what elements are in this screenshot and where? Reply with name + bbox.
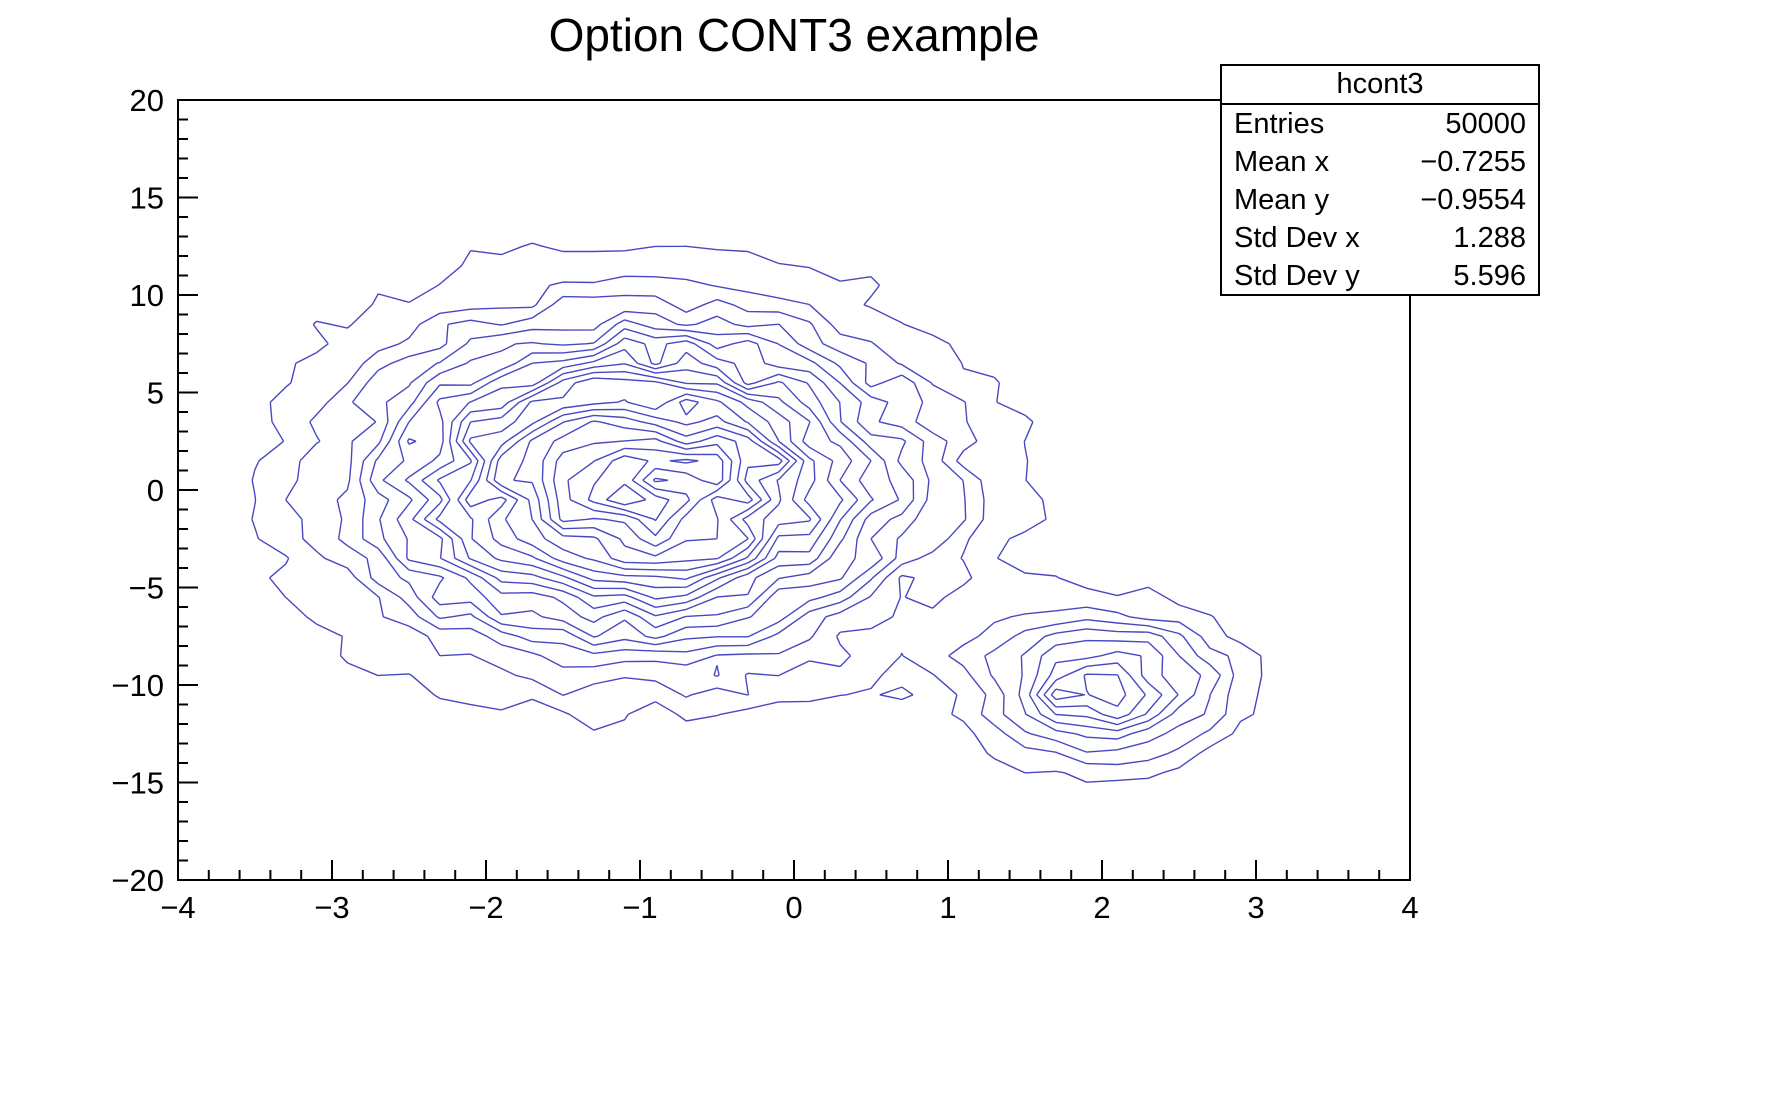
contour-level-2: [285, 275, 1235, 766]
x-tick-label: −2: [468, 890, 503, 925]
y-tick-label: 15: [130, 181, 164, 216]
contour-level-14: [513, 414, 783, 564]
contour-level-16: [553, 438, 733, 547]
y-tick-label: 10: [130, 278, 164, 313]
contour-level-1: [251, 242, 1263, 783]
stat-value: 50000: [1445, 107, 1526, 140]
x-tick-label: 2: [1093, 890, 1110, 925]
contour-level-17: [567, 447, 724, 537]
stat-value: 5.596: [1453, 259, 1526, 292]
contour-level-18: [587, 455, 699, 522]
y-tick-label: −15: [111, 766, 164, 801]
stat-label: Mean y: [1234, 183, 1330, 216]
stat-label: Std Dev y: [1234, 259, 1360, 292]
contour-level-5: [369, 319, 1179, 732]
contour-level-13: [493, 398, 790, 571]
x-tick-label: 3: [1247, 890, 1264, 925]
stat-label: Mean x: [1234, 145, 1330, 178]
contour-level-15: [541, 420, 754, 557]
contour-level-10: [457, 371, 822, 600]
x-tick-label: 4: [1401, 890, 1418, 925]
stat-label: Entries: [1234, 107, 1325, 140]
contour-level-8: [421, 348, 1127, 708]
stat-value: 1.288: [1453, 221, 1526, 254]
y-tick-label: −20: [111, 863, 164, 898]
contour-level-7: [404, 337, 1146, 720]
contour-level-3: [336, 294, 1222, 753]
x-tick-label: −3: [314, 890, 349, 925]
y-tick-label: 20: [130, 83, 164, 118]
contour-level-12: [485, 393, 798, 580]
stats-row-entries: Entries 50000: [1222, 105, 1538, 143]
y-tick-label: 5: [147, 376, 164, 411]
contour-level-4: [359, 310, 1202, 740]
stat-label: Std Dev x: [1234, 221, 1360, 254]
y-tick-label: −5: [129, 571, 164, 606]
y-axis-labels: −20 −15 −10 −5 0 5 10 15 20: [111, 83, 164, 898]
x-tick-label: 1: [939, 890, 956, 925]
x-tick-label: 0: [785, 890, 802, 925]
stats-row-stddev-y: Std Dev y 5.596: [1222, 257, 1538, 295]
stats-row-stddev-x: Std Dev x 1.288: [1222, 219, 1538, 257]
stats-row-mean-x: Mean x −0.7255: [1222, 143, 1538, 181]
stats-box: hcont3 Entries 50000 Mean x −0.7255 Mean…: [1220, 64, 1540, 296]
y-tick-label: −10: [111, 668, 164, 703]
contour-lines: [251, 242, 1263, 783]
chart-title: Option CONT3 example: [548, 9, 1040, 61]
contour-level-9: [435, 363, 844, 608]
axis-ticks: [177, 99, 1411, 881]
stat-value: −0.7255: [1420, 145, 1526, 178]
x-tick-label: −1: [622, 890, 657, 925]
stats-row-mean-y: Mean y −0.9554: [1222, 181, 1538, 219]
contour-level-11: [464, 377, 812, 589]
contour-level-6: [382, 328, 1163, 726]
x-axis-labels: −4 −3 −2 −1 0 1 2 3 4: [160, 890, 1418, 925]
x-tick-label: −4: [160, 890, 195, 925]
stats-box-title: hcont3: [1222, 66, 1538, 105]
stat-value: −0.9554: [1420, 183, 1526, 216]
contour-level-19: [605, 483, 647, 506]
y-tick-label: 0: [147, 473, 164, 508]
